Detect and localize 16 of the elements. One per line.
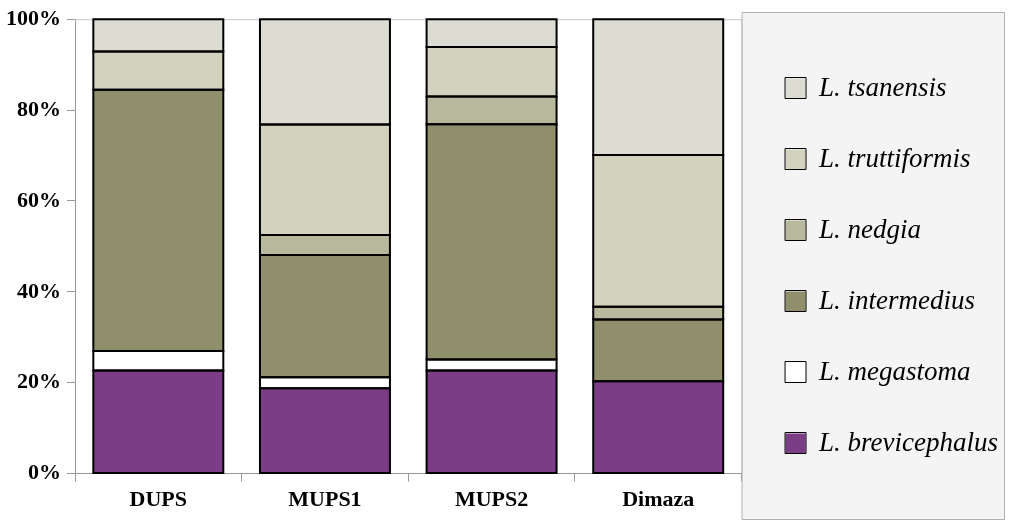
- y-tick-label: 40%: [17, 277, 61, 303]
- y-tick-label: 0%: [28, 459, 61, 485]
- legend-label: L. megastoma: [818, 355, 971, 386]
- legend-label: L. brevicephalus: [818, 426, 998, 457]
- y-tick-label: 20%: [17, 368, 61, 394]
- legend-label: L. truttiformis: [818, 142, 971, 173]
- y-tick-label: 100%: [6, 4, 61, 30]
- legend-label: L. nedgia: [818, 213, 922, 244]
- x-tick-label: MUPS2: [454, 486, 529, 512]
- y-tick-label: 80%: [17, 95, 61, 121]
- legend-label: L. tsanensis: [818, 71, 947, 102]
- x-tick-label: Dimaza: [622, 486, 695, 512]
- y-tick-label: 60%: [17, 186, 61, 212]
- x-tick-label: DUPS: [129, 486, 188, 512]
- legend-label: L. intermedius: [818, 284, 976, 315]
- x-tick-label: MUPS1: [288, 486, 362, 512]
